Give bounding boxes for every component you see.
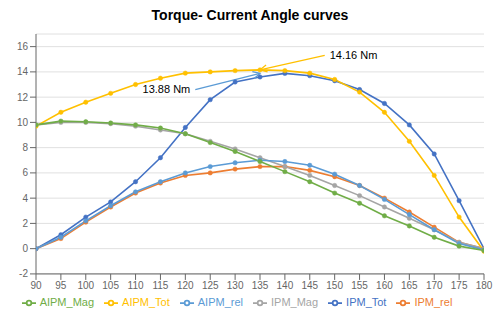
svg-text:115: 115 (152, 280, 168, 291)
svg-text:155: 155 (351, 280, 368, 291)
svg-text:140: 140 (277, 280, 294, 291)
svg-text:2: 2 (22, 218, 28, 229)
html-text:IPM_Tot: IPM_Tot (346, 295, 387, 308)
svg-text:0: 0 (22, 243, 28, 254)
svg-text:13.88 Nm: 13.88 Nm (143, 83, 191, 95)
svg-text:135: 135 (252, 280, 269, 291)
html-text:IPM_rel: IPM_rel (414, 295, 453, 308)
svg-text:14: 14 (17, 66, 29, 77)
svg-text:6: 6 (22, 167, 28, 178)
html-text:AIPM_rel: AIPM_rel (197, 295, 243, 308)
svg-text:125: 125 (202, 280, 219, 291)
svg-text:150: 150 (326, 280, 343, 291)
svg-text:105: 105 (102, 280, 119, 291)
svg-text:12: 12 (17, 92, 29, 103)
svg-text:100: 100 (77, 280, 94, 291)
svg-text:16: 16 (17, 41, 29, 52)
svg-text:170: 170 (426, 280, 443, 291)
svg-text:90: 90 (30, 280, 42, 291)
svg-text:95: 95 (55, 280, 67, 291)
svg-text:160: 160 (376, 280, 393, 291)
html-text:AIPM_Tot: AIPM_Tot (122, 295, 170, 308)
svg-text:4: 4 (22, 193, 28, 204)
svg-text:-2: -2 (19, 268, 28, 279)
svg-text:10: 10 (17, 117, 29, 128)
svg-text:175: 175 (451, 280, 468, 291)
svg-text:145: 145 (301, 280, 318, 291)
html-text:IPM_Mag: IPM_Mag (271, 295, 319, 308)
html-text:Torque- Current Angle curves: Torque- Current Angle curves (151, 7, 349, 23)
html-text:AIPM_Mag: AIPM_Mag (39, 295, 95, 308)
svg-text:8: 8 (22, 142, 28, 153)
svg-text:14.16 Nm: 14.16 Nm (330, 49, 378, 61)
svg-text:110: 110 (128, 280, 144, 291)
svg-text:180: 180 (476, 280, 492, 291)
svg-text:120: 120 (177, 280, 194, 291)
svg-text:130: 130 (227, 280, 244, 291)
svg-text:165: 165 (401, 280, 418, 291)
